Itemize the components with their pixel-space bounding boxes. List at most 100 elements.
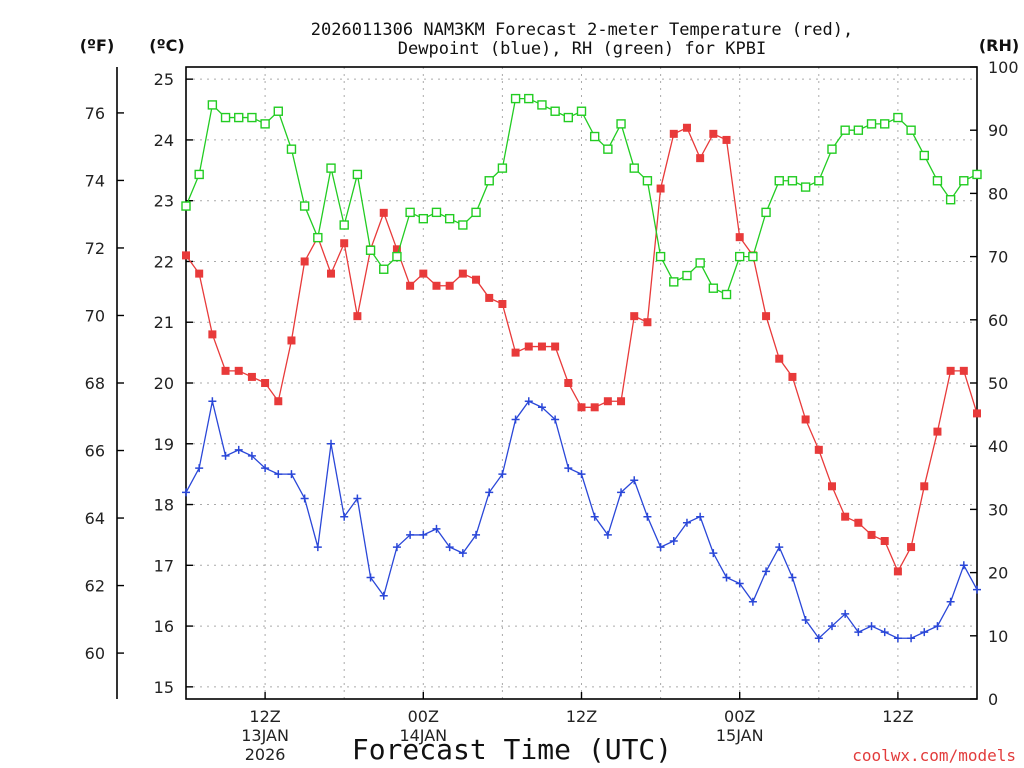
- dewpoint-data-point: [617, 488, 626, 497]
- dewpoint-data-point: [973, 585, 981, 594]
- celsius-tick-label: 23: [154, 192, 174, 211]
- temperature-data-point: [907, 543, 916, 552]
- temperature-data-point: [221, 366, 230, 375]
- rh-data-point: [748, 251, 758, 262]
- temperature-data-point: [775, 354, 784, 363]
- temperature-data-point: [880, 537, 889, 546]
- temperature-data-point: [181, 251, 190, 260]
- temperature-data-point: [946, 366, 955, 375]
- dewpoint-data-point: [577, 470, 586, 479]
- rh-data-point: [537, 100, 547, 110]
- temperature-data-point: [643, 318, 652, 327]
- temperature-data-point: [537, 342, 546, 351]
- dewpoint-data-point: [801, 616, 810, 624]
- temperature-data-point: [656, 184, 665, 193]
- dewpoint-data-point: [946, 597, 955, 606]
- rh-data-point: [682, 270, 692, 281]
- temperature-data-point: [603, 397, 612, 406]
- temperature-data-point: [814, 445, 823, 454]
- dewpoint-data-point: [379, 591, 388, 600]
- rh-data-point: [919, 150, 929, 161]
- temperature-data-point: [524, 342, 533, 351]
- rh-data-point: [906, 125, 916, 135]
- dewpoint-data-point: [537, 403, 546, 412]
- dewpoint-data-point: [234, 445, 243, 454]
- rh-data-point: [827, 144, 837, 154]
- temperature-data-point: [801, 415, 810, 424]
- rh-data-point: [708, 283, 719, 293]
- rh-data-point: [299, 201, 310, 211]
- dewpoint-data-point: [827, 622, 836, 631]
- rh-data-point: [234, 112, 244, 123]
- rh-data-point: [800, 182, 811, 192]
- dewpoint-data-point: [564, 464, 573, 473]
- dewpoint-data-point: [511, 415, 520, 424]
- rh-data-point: [365, 245, 376, 255]
- dewpoint-data-point: [551, 415, 560, 424]
- dewpoint-data-point: [656, 543, 665, 552]
- dewpoint-data-point: [788, 573, 797, 582]
- dewpoint-data-point: [327, 439, 336, 448]
- rh-data-point: [286, 144, 297, 154]
- dewpoint-data-point: [722, 573, 731, 582]
- temperature-data-point: [933, 427, 942, 436]
- temperature-data-point: [340, 239, 349, 248]
- temperature-data-point: [432, 281, 441, 290]
- celsius-unit-label: (ºC): [149, 36, 184, 55]
- rh-data-point: [379, 264, 389, 274]
- temperature-data-point: [867, 530, 876, 539]
- rh-data-point: [550, 106, 560, 116]
- rh-data-point: [497, 163, 508, 173]
- rh-tick-label: 90: [988, 121, 1008, 140]
- dewpoint-data-point: [313, 543, 322, 552]
- temperature-data-point: [577, 403, 586, 412]
- fahrenheit-tick-label: 66: [85, 442, 105, 461]
- x-axis-label: Forecast Time (UTC): [352, 733, 672, 766]
- temperature-data-point: [709, 129, 718, 138]
- time-tick-year-label: 2026: [245, 745, 286, 764]
- series-group: [181, 93, 982, 643]
- temperature-data-point: [788, 372, 797, 381]
- dewpoint-data-point: [880, 628, 889, 637]
- temperature-data-point: [630, 312, 639, 321]
- rh-data-point: [339, 220, 349, 230]
- rh-data-point: [814, 176, 824, 186]
- temperature-data-point: [920, 482, 929, 491]
- dewpoint-data-point: [682, 518, 691, 527]
- celsius-tick-label: 20: [154, 374, 174, 393]
- rh-data-point: [207, 100, 218, 110]
- rh-data-point: [326, 163, 336, 173]
- dewpoint-data-point: [669, 537, 678, 545]
- rh-data-point: [840, 125, 850, 135]
- rh-data-point: [655, 251, 666, 262]
- celsius-tick-label: 24: [154, 131, 174, 150]
- rh-data-point: [735, 251, 745, 262]
- time-tick-date-label: 15JAN: [716, 726, 764, 745]
- dewpoint-data-point: [590, 512, 599, 521]
- celsius-tick-label: 17: [154, 556, 174, 575]
- chart-title-line2: Dewpoint (blue), RH (green) for KPBI: [398, 39, 766, 59]
- rh-data-point: [194, 169, 204, 180]
- fahrenheit-tick-label: 64: [85, 509, 105, 528]
- rh-data-point: [352, 169, 363, 180]
- rh-data-point: [774, 176, 784, 186]
- rh-tick-label: 60: [988, 311, 1008, 330]
- dewpoint-data-point: [221, 451, 230, 460]
- temperature-data-point: [551, 342, 560, 351]
- rh-data-point: [945, 195, 956, 205]
- dewpoint-data-point: [867, 622, 876, 631]
- rh-data-point: [510, 93, 521, 104]
- rh-tick-label: 30: [988, 500, 1008, 519]
- temperature-data-point: [261, 378, 270, 387]
- rh-tick-label: 40: [988, 437, 1008, 456]
- dewpoint-data-point: [854, 628, 863, 637]
- temperature-data-point: [893, 567, 902, 576]
- rh-data-point: [220, 112, 231, 123]
- temperature-data-point: [353, 312, 362, 321]
- gridlines: [186, 67, 977, 699]
- chart-title-line1: 2026011306 NAM3KM Forecast 2-meter Tempe…: [311, 20, 853, 40]
- time-tick-label: 12Z: [882, 707, 913, 726]
- dewpoint-data-point: [893, 634, 902, 643]
- temperature-data-point: [762, 312, 771, 321]
